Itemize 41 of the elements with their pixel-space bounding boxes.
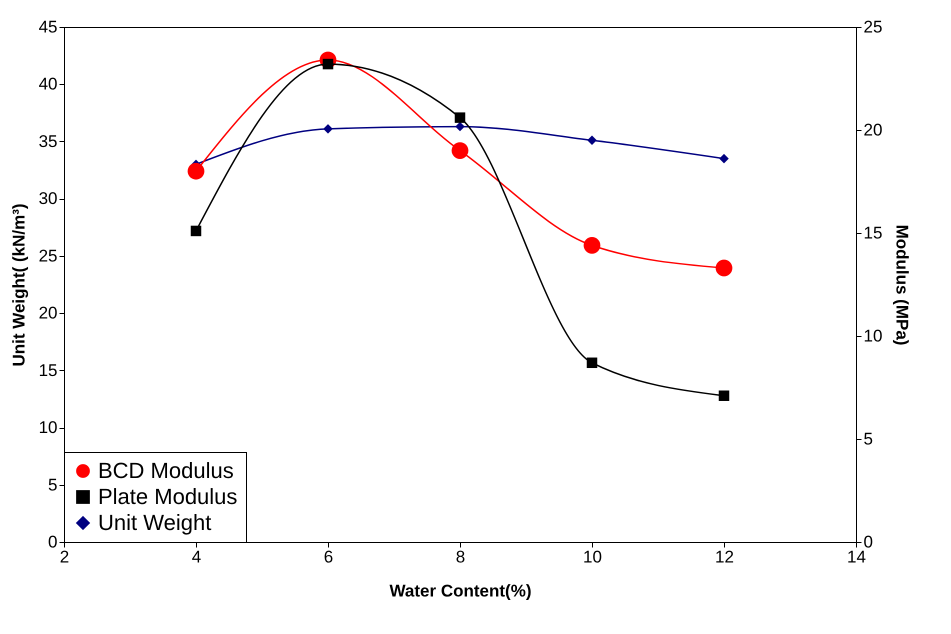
point: [454, 112, 466, 123]
y2-tick-label: 20: [864, 120, 882, 140]
point: [586, 358, 598, 368]
legend-label: Unit Weight: [98, 510, 212, 535]
y-tick-label: 25: [38, 246, 58, 266]
y-tick-label: 15: [38, 360, 58, 380]
point: [323, 124, 333, 134]
y-tick-label: 10: [38, 418, 58, 438]
point: [587, 136, 597, 146]
y-tick-label: 0: [48, 532, 58, 552]
y-axis-title: Unit Weight( (kN/m³): [10, 203, 29, 367]
y2-tick-label: 5: [864, 430, 873, 448]
x-tick-label: 8: [456, 548, 466, 566]
x-tick-label: 2: [60, 548, 70, 566]
x-tick-label: 12: [715, 548, 734, 566]
point: [455, 122, 465, 132]
y2-axis-title: Modulus (MPa): [892, 224, 912, 346]
y-tick-label: 35: [38, 132, 58, 151]
point: [188, 162, 204, 180]
y-tick-label: 5: [48, 475, 58, 494]
legend-label: BCD Modulus: [98, 458, 234, 483]
x-axis-title: Water Content(%): [390, 582, 532, 600]
x-tick-label: 6: [324, 548, 334, 566]
point: [452, 142, 468, 159]
y-tick-label: 45: [38, 18, 58, 36]
point: [719, 154, 729, 164]
point: [716, 260, 732, 276]
y-tick-label: 40: [38, 74, 58, 94]
x-tick-label: 14: [847, 548, 866, 566]
y-tick-label: 20: [38, 304, 58, 323]
point: [584, 237, 600, 254]
x-tick-label: 10: [583, 548, 602, 566]
point: [190, 226, 202, 236]
y2-tick-label: 10: [864, 326, 882, 346]
point: [718, 390, 730, 401]
y2-tick-label: 15: [864, 224, 882, 242]
y2-tick-label: 0: [864, 532, 873, 552]
y2-tick-label: 25: [864, 18, 882, 36]
y-tick-label: 30: [38, 189, 58, 208]
legend-label: Plate Modulus: [98, 484, 238, 509]
x-tick-label: 4: [192, 548, 202, 566]
